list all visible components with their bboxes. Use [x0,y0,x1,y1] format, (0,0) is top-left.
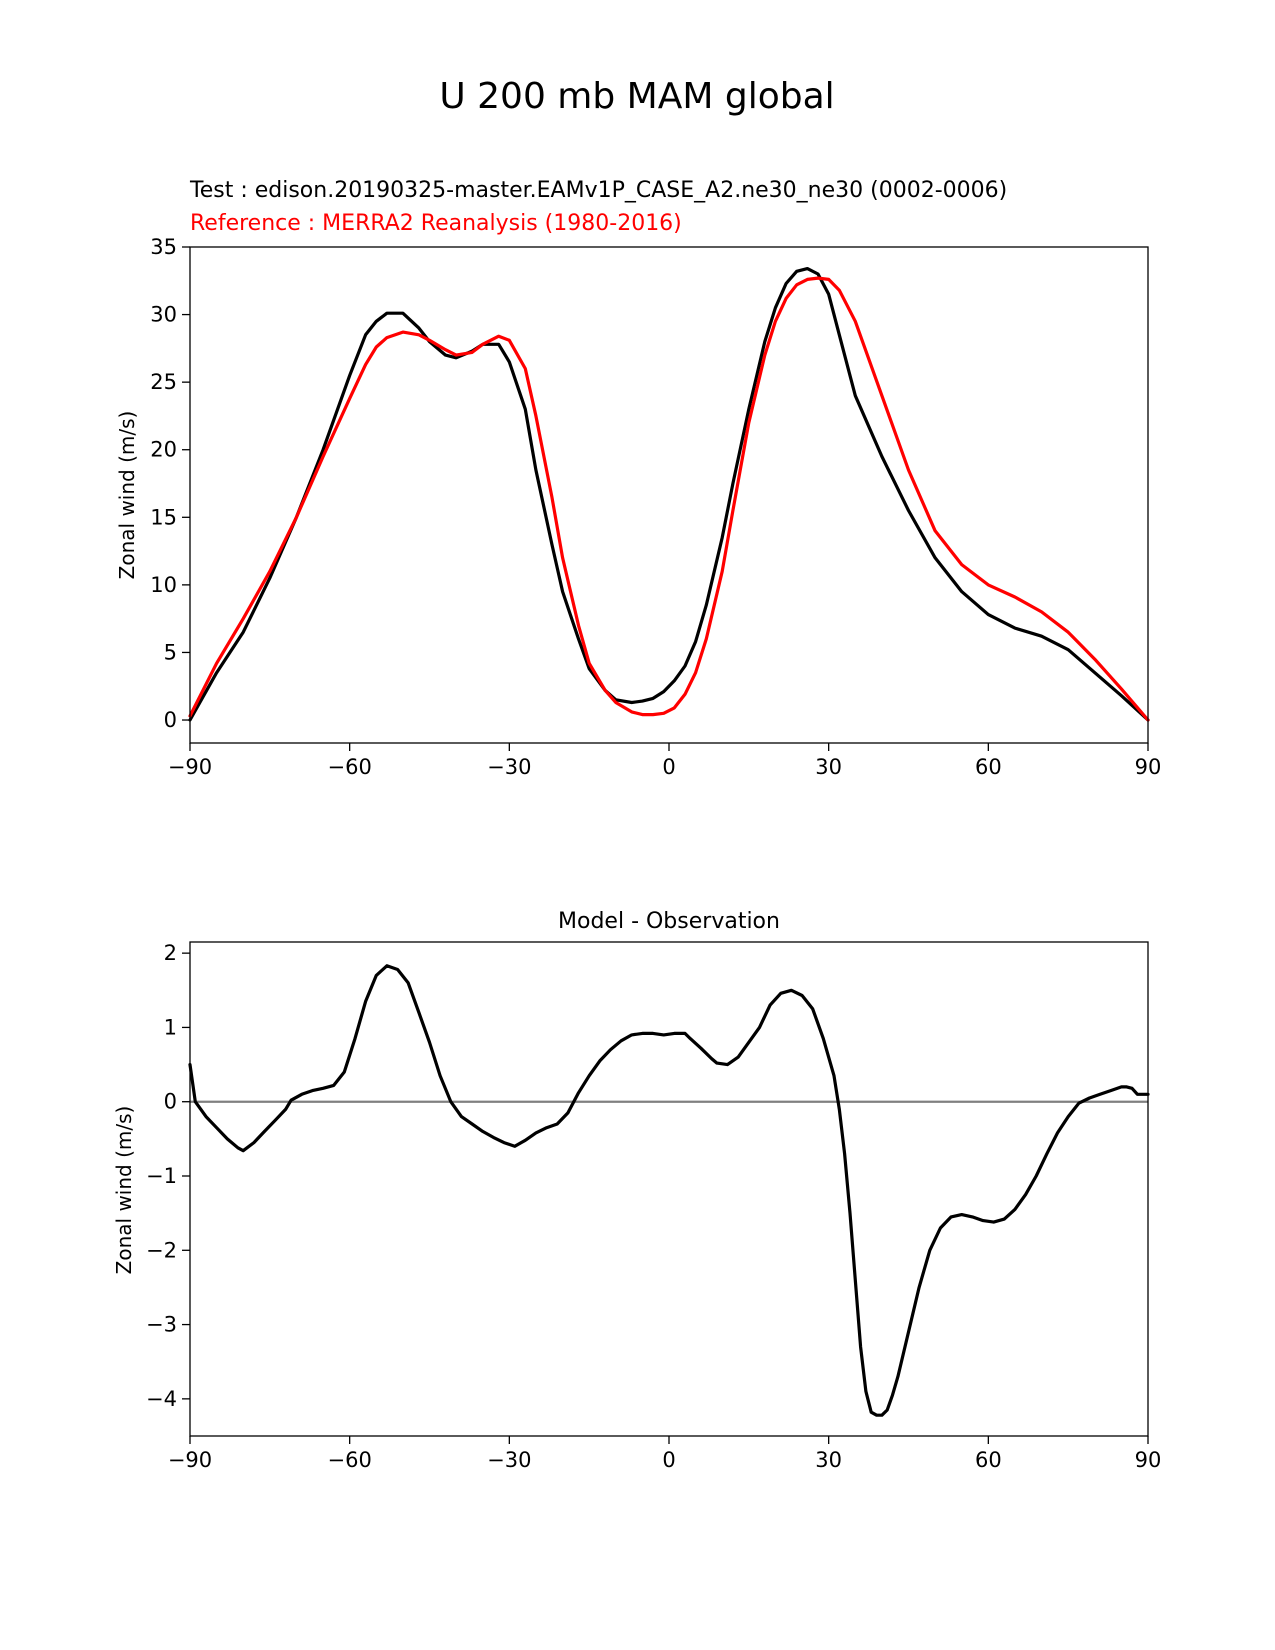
y-tick-label-top: 30 [150,303,177,327]
panel-difference: Model - Observation Zonal wind (m/s) −90… [112,909,1161,1472]
y-tick-label-bottom: 1 [164,1015,177,1039]
series-line-test [188,267,1150,722]
difference-title: Model - Observation [558,909,780,934]
series-line-model-observation [188,964,1150,1417]
y-tick-label-top: 20 [150,438,177,462]
x-tick-label-top: −60 [328,755,372,779]
tick-group-bottom: −90 −60 −30 0 30 60 90 −4 −3 −2 −1 0 1 2 [146,941,1161,1472]
series-group-top [188,267,1150,722]
y-tick-label-bottom: −2 [146,1238,177,1262]
y-tick-label-bottom: −4 [146,1387,177,1411]
x-tick-label-top: 0 [662,755,675,779]
x-tick-label-bottom: 60 [975,1448,1002,1472]
y-tick-label-top: 10 [150,573,177,597]
y-tick-label-top: 0 [164,708,177,732]
x-tick-label-top: −30 [487,755,531,779]
y-tick-label-bottom: 0 [164,1090,177,1114]
x-tick-label-top: −90 [168,755,212,779]
test-title: Test : edison.20190325-master.EAMv1P_CAS… [189,178,1007,203]
plot-frame-top [189,246,1149,744]
x-tick-label-bottom: 90 [1135,1448,1162,1472]
x-tick-label-bottom: −60 [328,1448,372,1472]
series-line-reference [188,276,1150,722]
y-tick-label-bottom: −1 [146,1164,177,1188]
x-tick-label-bottom: 0 [662,1448,675,1472]
tick-group-top: −90 −60 −30 0 30 60 90 0 5 10 15 20 25 30 35 [150,235,1161,779]
plot-frame-bottom [189,941,1149,1437]
y-tick-label-bottom: −3 [146,1313,177,1337]
x-tick-label-top: 60 [975,755,1002,779]
y-tick-label-top: 15 [150,505,177,529]
series-group-bottom [188,964,1150,1417]
panel-test-reference: Test : edison.20190325-master.EAMv1P_CAS… [115,178,1161,779]
y-axis-label-top: Zonal wind (m/s) [115,411,139,580]
y-tick-label-top: 5 [164,640,177,664]
x-tick-label-top: 90 [1135,755,1162,779]
y-axis-label-bottom: Zonal wind (m/s) [112,1106,136,1275]
y-tick-label-top: 35 [150,235,177,259]
x-tick-label-top: 30 [815,755,842,779]
x-tick-label-bottom: 30 [815,1448,842,1472]
y-tick-label-top: 25 [150,370,177,394]
y-tick-label-bottom: 2 [164,941,177,965]
figure-title: U 200 mb MAM global [439,76,834,117]
x-tick-label-bottom: −30 [487,1448,531,1472]
reference-title: Reference : MERRA2 Reanalysis (1980-2016… [190,211,682,236]
x-tick-label-bottom: −90 [168,1448,212,1472]
